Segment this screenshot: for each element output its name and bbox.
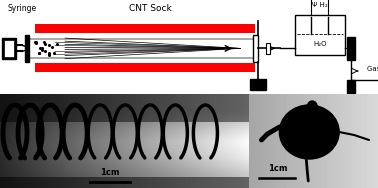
Bar [295,15,345,55]
Bar [253,35,258,62]
Text: CNT Sock: CNT Sock [129,4,171,13]
Text: 1cm: 1cm [101,168,120,177]
Bar [35,24,255,33]
Text: Ψ H₂: Ψ H₂ [312,2,328,8]
Text: Gas Out: Gas Out [367,66,378,72]
Bar [266,43,270,54]
Ellipse shape [307,101,317,113]
Ellipse shape [279,105,339,159]
Bar [35,63,255,72]
Bar [4,40,14,57]
Text: 1cm: 1cm [268,164,287,173]
Bar [347,80,355,93]
Text: Syringe: Syringe [8,4,37,13]
Bar [25,35,29,62]
Bar [347,37,355,60]
Bar [2,38,16,59]
Bar [250,79,266,89]
Text: H₂O: H₂O [313,41,327,47]
